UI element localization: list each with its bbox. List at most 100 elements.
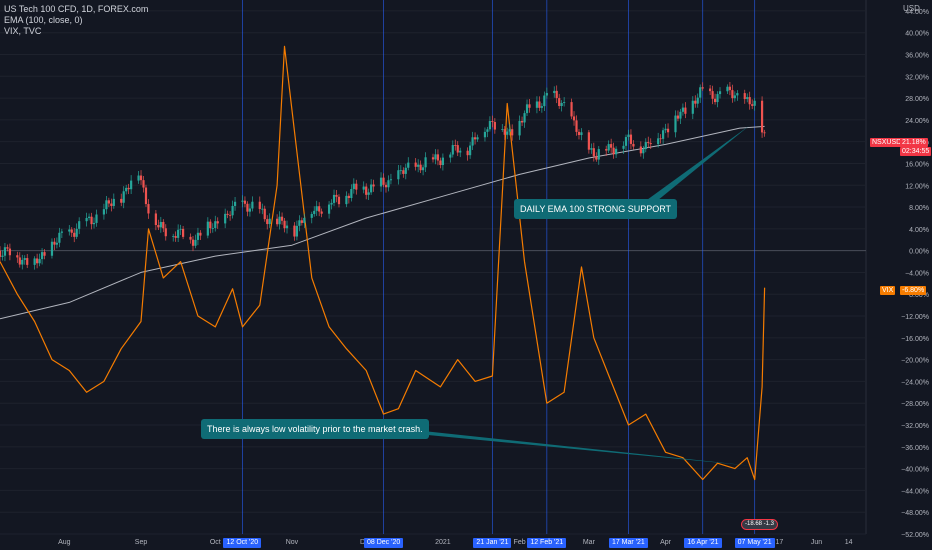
candle-body	[231, 205, 234, 216]
candle-body	[431, 157, 435, 160]
x-tick-label: Nov	[286, 539, 299, 546]
candle-body	[459, 150, 462, 153]
candle-body	[592, 148, 595, 157]
candle-body	[624, 137, 628, 146]
candle-body	[595, 156, 598, 160]
candle-body	[389, 179, 393, 181]
legend-vix[interactable]: VIX, TVC	[4, 26, 42, 36]
candle-body	[164, 228, 167, 237]
annotation-volatility[interactable]: There is always low volatility prior to …	[201, 419, 429, 439]
candle-body	[68, 229, 71, 232]
candle-body	[674, 115, 677, 133]
candle-body	[85, 217, 88, 222]
candle-body	[545, 93, 548, 96]
candle-body	[483, 131, 487, 138]
candle-body	[436, 154, 440, 161]
indicator-badge[interactable]: -18.68 -1.3	[741, 519, 779, 530]
candle-body	[147, 204, 150, 214]
candle-body	[0, 250, 2, 257]
candle-body	[194, 239, 197, 246]
y-tick-label: 12.00%	[905, 183, 929, 190]
candle-body	[266, 219, 269, 225]
x-tick-label: Jun	[811, 539, 822, 546]
candle-body	[214, 221, 217, 228]
candle-body	[441, 157, 444, 166]
candle-body	[33, 258, 36, 265]
candle-body	[473, 137, 477, 140]
candle-body	[263, 208, 266, 220]
x-tick-label: 17	[776, 539, 784, 546]
vix-line	[0, 45, 766, 481]
candle-body	[662, 130, 665, 139]
candle-body	[397, 170, 400, 180]
candle-body	[120, 198, 123, 203]
candle-body	[125, 187, 128, 192]
candle-body	[110, 203, 113, 206]
candle-body	[258, 201, 261, 210]
x-tick-label: 2021	[435, 539, 451, 546]
candle-body	[711, 91, 714, 99]
candle-body	[196, 232, 200, 240]
candle-body	[154, 213, 157, 226]
y-tick-label: −52.00%	[901, 532, 929, 539]
legend-ema[interactable]: EMA (100, close, 0)	[4, 15, 83, 25]
candle-body	[226, 213, 229, 215]
candle-body	[508, 129, 511, 132]
candle-body	[365, 186, 368, 195]
candle-body	[139, 175, 143, 181]
candle-body	[560, 102, 563, 107]
x-tick-label: Aug	[58, 539, 71, 546]
candle-body	[384, 184, 388, 188]
candle-body	[350, 189, 353, 199]
candle-body	[320, 211, 323, 214]
candle-body	[404, 167, 407, 174]
candle-body	[303, 217, 306, 223]
vix-symbol-tag: VIX	[880, 286, 896, 295]
candle-body	[73, 232, 76, 237]
candle-body	[681, 107, 685, 112]
annotation-arrows	[395, 125, 753, 466]
y-tick-label: 24.00%	[905, 118, 929, 125]
chart-grid	[0, 0, 867, 535]
y-tick-label: −24.00%	[901, 379, 929, 386]
candle-body	[733, 95, 736, 99]
y-tick-label: 32.00%	[905, 74, 929, 81]
legend-symbol[interactable]: US Tech 100 CFD, 1D, FOREX.com	[4, 4, 149, 14]
y-tick-label: −40.00%	[901, 467, 929, 474]
candle-body	[172, 236, 175, 237]
candle-body	[23, 258, 26, 260]
candle-body	[137, 175, 140, 181]
candle-body	[454, 145, 457, 146]
candle-body	[612, 147, 615, 155]
candle-body	[1, 255, 4, 257]
candle-body	[713, 98, 717, 103]
candle-body	[488, 121, 492, 130]
candle-body	[38, 259, 41, 264]
candle-body	[174, 236, 177, 238]
date-chip: 07 May '21	[734, 538, 775, 548]
candle-body	[622, 145, 625, 149]
y-tick-label: 4.00%	[909, 227, 929, 234]
candle-body	[21, 259, 24, 265]
candle-body	[8, 248, 11, 256]
candle-body	[127, 187, 130, 190]
candle-body	[179, 228, 182, 230]
volatility-callout-tail	[395, 428, 753, 466]
candle-body	[387, 180, 390, 188]
candle-body	[632, 143, 635, 147]
annotation-support[interactable]: DAILY EMA 100 STRONG SUPPORT	[514, 199, 678, 219]
candle-body	[6, 247, 9, 249]
candle-body	[728, 86, 732, 91]
candle-body	[355, 183, 358, 190]
candle-body	[627, 134, 630, 138]
candle-body	[696, 97, 699, 104]
candle-body	[50, 241, 54, 256]
candle-body	[211, 227, 214, 229]
chart-legend: US Tech 100 CFD, 1D, FOREX.com EMA (100,…	[4, 4, 148, 37]
candle-body	[535, 101, 539, 108]
candle-body	[327, 204, 331, 214]
candle-body	[718, 91, 722, 95]
candle-body	[486, 129, 489, 132]
x-tick-label: Apr	[660, 539, 672, 546]
